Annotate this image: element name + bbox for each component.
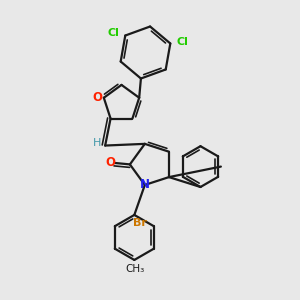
Text: O: O bbox=[92, 91, 102, 104]
Text: H: H bbox=[93, 138, 101, 148]
Text: CH₃: CH₃ bbox=[125, 264, 145, 274]
Text: N: N bbox=[140, 178, 150, 191]
Text: O: O bbox=[105, 156, 115, 170]
Text: Br: Br bbox=[134, 218, 147, 228]
Text: Cl: Cl bbox=[176, 37, 188, 47]
Text: Cl: Cl bbox=[107, 28, 119, 38]
